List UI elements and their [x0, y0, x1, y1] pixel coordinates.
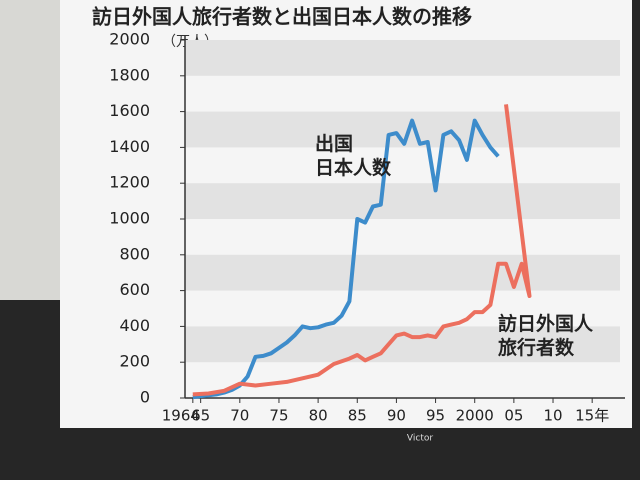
y-tick-label: 800	[119, 244, 150, 263]
x-tick-label: 65	[191, 407, 210, 425]
x-tick-label: 85	[348, 407, 367, 425]
x-tick-label: 70	[230, 407, 249, 425]
x-tick-label: 1964	[162, 407, 200, 425]
x-tick-label: 75	[269, 407, 288, 425]
grid-band	[185, 183, 620, 219]
y-tick-label: 1600	[109, 101, 150, 120]
x-tick-label: 90	[387, 407, 406, 425]
y-tick-label: 1200	[109, 173, 150, 192]
series-label: 出国 日本人数	[315, 133, 392, 179]
x-tick-label: 95	[426, 407, 445, 425]
series-label: 訪日外国人 旅行者数	[498, 313, 594, 359]
chart-title: 訪日外国人旅行者数と出国日本人数の推移	[92, 5, 472, 29]
y-tick-label: 1000	[109, 209, 150, 228]
series-line	[192, 104, 532, 397]
wall	[0, 0, 70, 300]
x-tick-label: 05	[504, 407, 523, 425]
x-tick-label: 80	[309, 407, 328, 425]
y-tick-label: 2000	[109, 30, 150, 49]
series-line	[192, 118, 500, 400]
grid-band	[185, 254, 620, 291]
y-tick-label: 400	[119, 316, 150, 335]
y-tick-label: 200	[119, 352, 150, 371]
x-tick-label: 2000	[456, 407, 494, 425]
y-tick-label: 1400	[109, 137, 150, 156]
brand-logo: Victor	[407, 434, 433, 444]
y-tick-label: 0	[140, 388, 150, 407]
x-tick-label: 10	[543, 407, 562, 425]
y-tick-label: 600	[119, 280, 150, 299]
x-tick-label: 15年	[575, 407, 609, 425]
y-tick-label: 1800	[109, 65, 150, 84]
grid-band	[185, 40, 620, 76]
